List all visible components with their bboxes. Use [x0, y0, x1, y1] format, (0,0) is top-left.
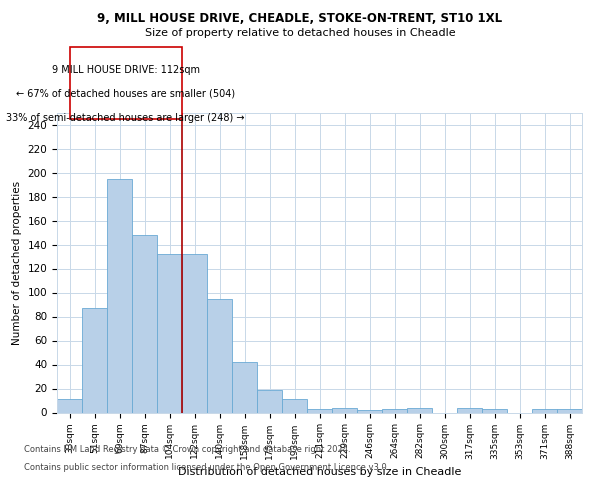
Text: Contains public sector information licensed under the Open Government Licence v3: Contains public sector information licen…: [24, 462, 389, 471]
Bar: [307, 409, 332, 412]
Bar: [132, 235, 157, 412]
Bar: [207, 298, 232, 412]
Bar: [482, 409, 507, 412]
FancyBboxPatch shape: [70, 46, 182, 118]
Bar: [407, 408, 432, 412]
Bar: [357, 410, 382, 412]
Bar: [257, 390, 282, 412]
Text: 33% of semi-detached houses are larger (248) →: 33% of semi-detached houses are larger (…: [7, 112, 245, 122]
Bar: [557, 409, 582, 412]
Bar: [382, 409, 407, 412]
Bar: [282, 400, 307, 412]
Text: Size of property relative to detached houses in Cheadle: Size of property relative to detached ho…: [145, 28, 455, 38]
Y-axis label: Number of detached properties: Number of detached properties: [12, 180, 22, 344]
Text: 9 MILL HOUSE DRIVE: 112sqm: 9 MILL HOUSE DRIVE: 112sqm: [52, 64, 200, 74]
X-axis label: Distribution of detached houses by size in Cheadle: Distribution of detached houses by size …: [178, 467, 461, 477]
Bar: [232, 362, 257, 412]
Bar: [82, 308, 107, 412]
Text: ← 67% of detached houses are smaller (504): ← 67% of detached houses are smaller (50…: [16, 88, 235, 99]
Bar: [532, 409, 557, 412]
Bar: [332, 408, 357, 412]
Bar: [457, 408, 482, 412]
Bar: [157, 254, 182, 412]
Bar: [107, 178, 132, 412]
Bar: [57, 400, 82, 412]
Bar: [182, 254, 207, 412]
Text: Contains HM Land Registry data © Crown copyright and database right 2024.: Contains HM Land Registry data © Crown c…: [24, 445, 350, 454]
Text: 9, MILL HOUSE DRIVE, CHEADLE, STOKE-ON-TRENT, ST10 1XL: 9, MILL HOUSE DRIVE, CHEADLE, STOKE-ON-T…: [97, 12, 503, 26]
